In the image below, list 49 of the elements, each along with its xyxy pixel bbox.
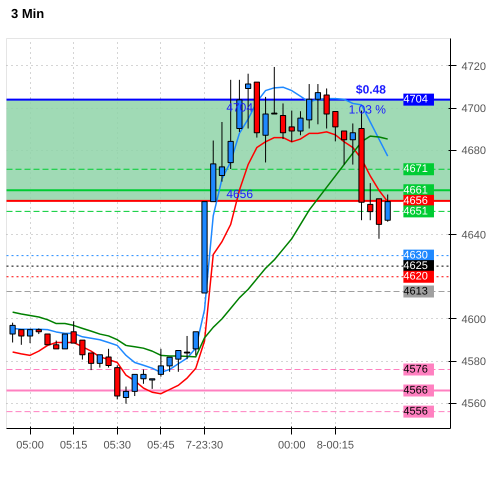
candlestick xyxy=(184,335,190,360)
ref-line-label: 4671 xyxy=(403,163,428,176)
x-tick-label: 05:00 xyxy=(16,440,44,452)
candlestick xyxy=(192,331,199,356)
candlestick xyxy=(122,386,130,404)
annotation: $0.48 xyxy=(356,82,386,97)
candlestick xyxy=(132,374,138,397)
ref-line-label: 4656 xyxy=(403,194,428,207)
candlestick xyxy=(105,348,112,368)
x-tick-label: 05:30 xyxy=(104,440,132,452)
y-tick-label: 4600 xyxy=(462,314,486,326)
ref-line-label: 4556 xyxy=(403,406,428,418)
ref-line-label: 4613 xyxy=(403,285,428,298)
ref-line-label: 4625 xyxy=(403,260,428,272)
x-tick-label: 05:45 xyxy=(147,440,175,452)
y-tick-label: 4560 xyxy=(462,398,486,410)
chart-title: 3 Min xyxy=(11,5,44,23)
y-tick-label: 4680 xyxy=(462,145,486,158)
candlestick xyxy=(18,329,24,346)
candlestick xyxy=(140,368,147,384)
ref-line-label: 4566 xyxy=(403,384,428,397)
candlestick xyxy=(297,110,304,136)
candlestick xyxy=(218,121,226,182)
x-tick-label: 8-00:15 xyxy=(316,440,354,452)
y-tick-label: 4580 xyxy=(462,356,486,368)
candlestick xyxy=(79,340,86,360)
ref-line-label: 4576 xyxy=(403,363,428,376)
candlestick xyxy=(350,122,356,166)
x-tick-label: 7-23:30 xyxy=(186,440,224,452)
candlestick xyxy=(44,334,51,346)
candlestick xyxy=(88,352,94,371)
y-tick-label: 4720 xyxy=(462,60,486,73)
x-tick-label: 05:15 xyxy=(60,440,88,452)
x-tick-label: 00:00 xyxy=(278,440,306,452)
candlestick xyxy=(149,378,156,390)
y-tick-label: 4700 xyxy=(462,103,486,116)
ref-line-label: 4661 xyxy=(403,184,428,196)
candlestick xyxy=(26,329,34,344)
ref-line-label: 4620 xyxy=(403,270,428,283)
candlestick xyxy=(62,334,68,350)
ref-line-label: 4651 xyxy=(403,205,428,218)
ref-line-label: 4630 xyxy=(403,250,428,262)
candlestick xyxy=(384,194,391,222)
candlestick xyxy=(324,88,330,130)
candlestick xyxy=(70,320,77,344)
y-tick-label: 4640 xyxy=(462,230,486,242)
candlestick xyxy=(262,96,269,163)
ref-line-label: 4704 xyxy=(403,94,428,106)
candlestick xyxy=(96,354,103,368)
